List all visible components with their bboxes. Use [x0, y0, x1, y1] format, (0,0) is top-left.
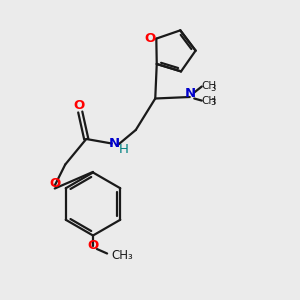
Text: CH: CH — [202, 96, 217, 106]
Text: O: O — [49, 177, 60, 190]
Text: 3: 3 — [210, 84, 216, 93]
Text: N: N — [185, 87, 196, 100]
Text: 3: 3 — [210, 98, 216, 107]
Text: N: N — [109, 137, 120, 150]
Text: O: O — [73, 100, 84, 112]
Text: O: O — [144, 32, 155, 44]
Text: CH: CH — [202, 82, 217, 92]
Text: CH₃: CH₃ — [112, 249, 134, 262]
Text: H: H — [119, 143, 129, 156]
Text: O: O — [87, 238, 99, 252]
